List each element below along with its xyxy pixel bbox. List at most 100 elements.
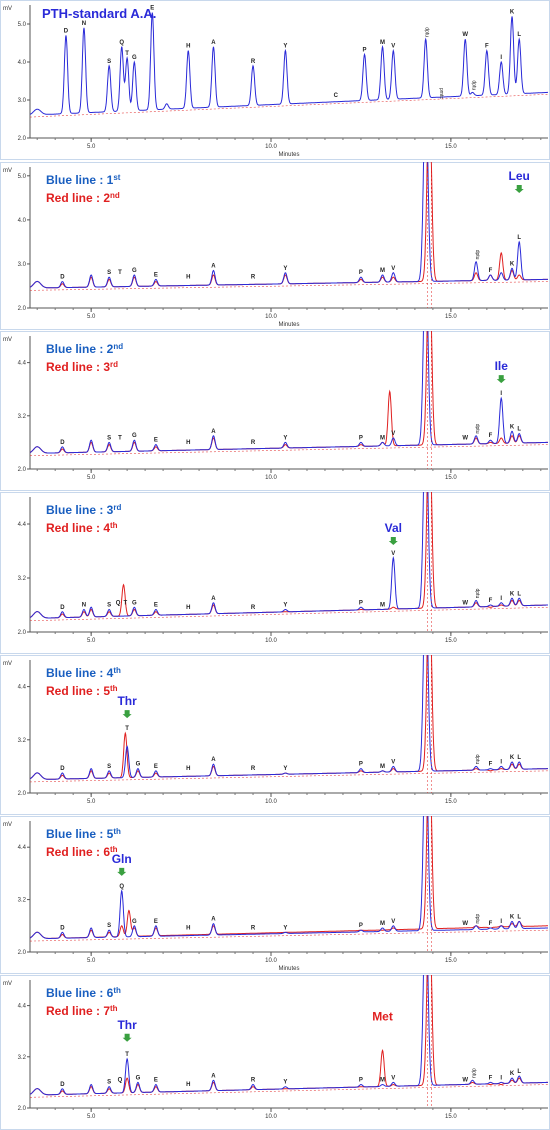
y-tick-label: 2.0 [18,630,27,636]
peak-label: A [211,917,216,923]
down-arrow-icon [496,375,506,384]
peak-label: M [380,435,385,441]
blue-line-legend: Blue line : 3rd [46,503,121,517]
x-tick-label: 10.0 [265,638,277,644]
y-tick-label: 5.0 [18,22,27,28]
red-line-legend-sup: nd [110,191,120,200]
peak-label: dptu [474,589,480,599]
blue-series-line [29,12,548,115]
peak-label: I [500,596,502,602]
x-tick-label: 15.0 [445,475,457,481]
peak-label: Y [283,435,287,441]
peak-label: W [462,32,468,38]
red-line-legend-sup: th [110,684,118,693]
panel-frame [0,0,550,160]
x-tick-label: 5.0 [87,314,96,320]
peak-label: M [380,921,385,927]
peak-label: Y [283,766,287,772]
peak-label: H [186,440,190,446]
peak-label: A [211,1073,216,1079]
y-tick-label: 4.4 [18,361,27,367]
y-tick-label: 3.0 [18,98,27,104]
peak-label: R [251,275,256,281]
peak-label: G [132,268,137,274]
blue-series-line [29,655,548,780]
chromatogram-panel: 2.0 3.2 4.4 5.0 10.0 15.0 mV D S Q T G E H A R Y P M V Wdptu… [0,975,550,1130]
peak-label: M [380,1078,385,1084]
peak-label: F [485,44,489,50]
peak-label: H [186,44,190,50]
peak-label: R [251,440,256,446]
red-line-legend: Red line : 3rd [46,360,118,374]
peak-label: N [82,603,86,609]
y-axis-unit: mV [3,6,12,12]
red-line-legend-sup: th [110,521,118,530]
chromatogram-panel: 2.0 3.2 4.4 5.0 10.0 15.0 Minutes mV D S Q G E H A R Y P M… [0,816,550,974]
peak-label: F [489,598,493,604]
down-arrow-icon [122,1033,132,1042]
y-tick-label: 2.0 [18,1106,27,1112]
peak-label: R [251,605,256,611]
peak-label: M [380,40,385,46]
y-axis-unit: mV [3,661,12,667]
peak-label: A [211,429,216,435]
peak-label: S [107,923,111,929]
peak-label: I [500,1075,502,1081]
peak-label: R [251,59,256,65]
x-tick-label: 10.0 [265,144,277,150]
y-tick-label: 4.0 [18,218,27,224]
peak-label: S [107,270,111,276]
blue-line-legend: Blue line : 1st [46,173,121,187]
peak-label: C [334,93,339,99]
y-tick-label: 4.4 [18,1004,27,1010]
peak-label: N [82,21,86,27]
peak-label: M [380,603,385,609]
peak-label: D [60,275,65,281]
peak-label: D [60,925,65,931]
blue-line-legend-sup: th [113,666,121,675]
peak-label: pmtc [438,88,444,99]
peak-label: P [359,762,363,768]
peak-label: E [154,272,158,278]
panel-frame [0,162,550,330]
blue-line-legend-sup: st [113,173,120,182]
x-tick-label: 5.0 [87,144,96,150]
y-tick-label: 3.2 [18,738,27,744]
peak-label: V [391,759,395,765]
peak-label: dptu [474,754,480,764]
peak-label: W [462,600,468,606]
chromatogram-panel: 2.0 3.0 4.0 5.0 5.0 10.0 15.0 Minutes mV D S T G E H A R… [0,162,550,330]
x-axis-label: Minutes [278,152,299,158]
y-tick-label: 3.2 [18,414,27,420]
peak-label: G [132,600,137,606]
x-axis-label: Minutes [278,322,299,328]
y-axis-unit: mV [3,981,12,987]
blue-line-legend: Blue line : 6th [46,986,121,1000]
peak-label: H [186,925,190,931]
peak-label: F [489,268,493,274]
down-arrow-icon [388,537,398,545]
peak-label: Y [283,1080,287,1086]
peak-label: S [107,603,111,609]
peak-label: E [154,919,158,925]
blue-line-legend: Blue line : 5th [46,827,121,841]
x-tick-label: 15.0 [445,1114,457,1120]
y-tick-label: 3.2 [18,576,27,582]
red-line-legend-sup: rd [110,360,118,369]
peak-label: D [60,605,65,611]
peak-label: I [500,919,502,925]
y-tick-label: 4.4 [18,845,27,851]
peak-label: H [186,275,190,281]
y-tick-label: 2.0 [18,136,27,142]
peak-label: L [517,32,521,38]
peak-label: E [154,438,158,444]
y-axis-unit: mV [3,337,12,343]
y-axis-unit: mV [3,822,12,828]
x-tick-label: 5.0 [87,1114,96,1120]
panel-title: PTH-standard A.A. [42,6,156,21]
peak-label: L [517,591,521,597]
x-tick-label: 10.0 [265,799,277,805]
peak-label: dptu [424,27,430,37]
down-arrow-icon [514,185,524,193]
